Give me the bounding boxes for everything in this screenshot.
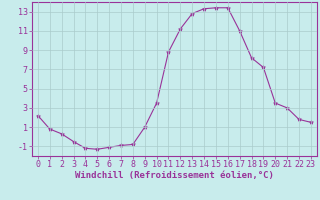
X-axis label: Windchill (Refroidissement éolien,°C): Windchill (Refroidissement éolien,°C) bbox=[75, 171, 274, 180]
